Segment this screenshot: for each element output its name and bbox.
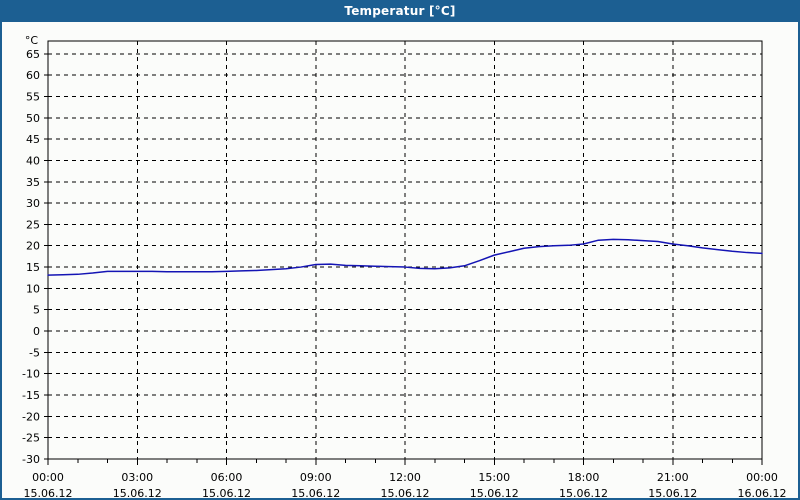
y-axis-tick-label: 40 — [26, 154, 40, 167]
y-axis-tick-label: 65 — [26, 48, 40, 61]
grid-lines — [48, 41, 762, 459]
x-axis-date-label: 15.06.12 — [113, 487, 162, 498]
y-axis-tick-label: 15 — [26, 261, 40, 274]
x-axis-date-label: 15.06.12 — [202, 487, 251, 498]
y-axis-unit-label: °C — [25, 34, 39, 47]
y-axis-tick-labels: 65605550454035302520151050-5-10-15-20-25… — [22, 48, 40, 466]
y-axis-unit-text: °C — [25, 34, 39, 47]
plot-frame — [47, 40, 763, 460]
x-axis-time-label: 21:00 — [657, 471, 689, 484]
y-axis-tick-label: 25 — [26, 218, 40, 231]
y-axis-tick-label: -10 — [22, 368, 40, 381]
x-axis-time-label: 18:00 — [568, 471, 600, 484]
x-axis-time-label: 15:00 — [478, 471, 510, 484]
x-axis-time-label: 00:00 — [32, 471, 64, 484]
temperature-line — [47, 238, 763, 276]
x-axis-date-label: 16.06.12 — [738, 487, 787, 498]
x-axis-date-label: 15.06.12 — [470, 487, 519, 498]
temperature-line-chart: 65605550454035302520151050-5-10-15-20-25… — [22, 34, 787, 498]
y-axis-tick-label: -30 — [22, 453, 40, 466]
page-title: Temperatur [°C] — [344, 4, 456, 18]
y-axis-tick-label: -25 — [22, 432, 40, 445]
window-title-bar: Temperatur [°C] — [2, 0, 798, 22]
x-axis-time-label: 09:00 — [300, 471, 332, 484]
x-axis-time-label: 12:00 — [389, 471, 421, 484]
x-axis-time-label: 03:00 — [121, 471, 153, 484]
x-axis-time-label: 00:00 — [746, 471, 778, 484]
y-axis-tick-label: 60 — [26, 69, 40, 82]
x-axis-date-label: 15.06.12 — [381, 487, 430, 498]
y-axis-tick-label: 45 — [26, 133, 40, 146]
y-axis-tick-label: 0 — [33, 325, 40, 338]
y-axis-tick-label: 35 — [26, 176, 40, 189]
y-axis-tick-label: 10 — [26, 282, 40, 295]
y-axis-tick-label: 30 — [26, 197, 40, 210]
temperature-series-line — [47, 238, 763, 276]
x-axis-date-label: 15.06.12 — [291, 487, 340, 498]
x-axis-time-label: 06:00 — [211, 471, 243, 484]
y-axis-tick-label: 55 — [26, 90, 40, 103]
axis-lines — [44, 40, 763, 465]
x-axis-date-label: 15.06.12 — [24, 487, 73, 498]
chart-plot-container: 65 60 55 50 45 40 35 30 25 20 15 10 5 0 -5 -10 -15 -20 -25… — [2, 22, 798, 498]
y-axis-tick-label: -5 — [29, 346, 40, 359]
y-axis-tick-label: -20 — [22, 410, 40, 423]
x-axis-date-label: 15.06.12 — [648, 487, 697, 498]
y-axis-tick-label: 20 — [26, 240, 40, 253]
x-axis-date-label: 15.06.12 — [559, 487, 608, 498]
y-axis-tick-label: 5 — [33, 304, 40, 317]
y-axis-tick-label: -15 — [22, 389, 40, 402]
y-axis-tick-label: 50 — [26, 112, 40, 125]
x-axis-tick-labels: 00:00 15.06.12 03:00 15.06.12 06:00 15.06.12 0… — [24, 471, 787, 498]
